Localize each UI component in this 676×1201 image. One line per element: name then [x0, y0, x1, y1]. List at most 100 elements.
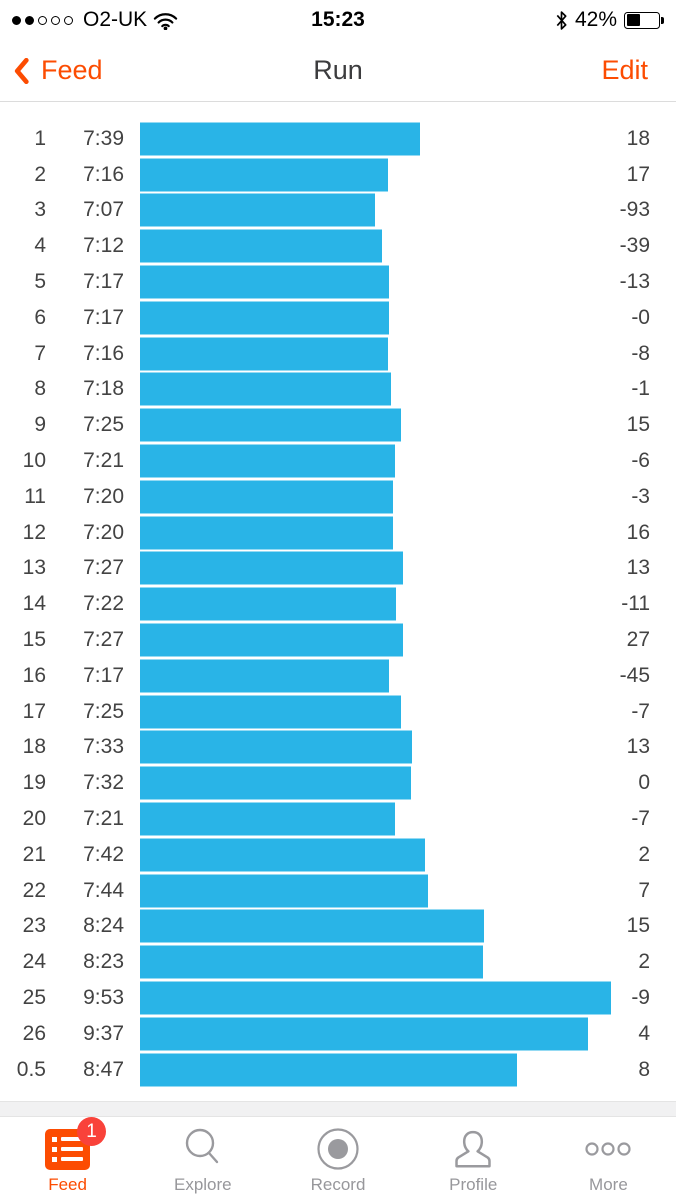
split-number: 11: [24, 484, 46, 508]
elevation-value: -0: [631, 305, 650, 329]
pace-value: 7:12: [83, 234, 124, 258]
split-row: 18 7:33 13: [0, 730, 676, 766]
back-chevron-icon: [14, 57, 29, 84]
split-row: 5 7:17 -13: [0, 264, 676, 300]
tab-explore[interactable]: Explore: [135, 1117, 270, 1201]
pace-value: 7:39: [83, 126, 124, 150]
elevation-value: 2: [638, 842, 650, 866]
pace-value: 7:44: [83, 878, 124, 902]
section-separator: [0, 1101, 676, 1117]
elevation-value: 15: [626, 413, 650, 437]
tab-feed-label: Feed: [48, 1175, 87, 1194]
pace-value: 8:24: [83, 914, 124, 938]
split-number: 17: [22, 699, 46, 723]
carrier-label: O2-UK: [83, 8, 148, 31]
tab-explore-label: Explore: [173, 1175, 232, 1194]
elevation-value: -7: [631, 699, 650, 723]
split-row: 15 7:27 27: [0, 622, 676, 658]
split-row: 16 7:17 -45: [0, 658, 676, 694]
pace-bar: [140, 265, 389, 299]
split-row: 23 8:24 15: [0, 909, 676, 945]
pace-bar: [140, 623, 403, 657]
split-number: 0.5: [16, 1057, 46, 1081]
split-number: 10: [22, 449, 46, 473]
elevation-value: 0: [638, 771, 650, 795]
split-number: 20: [22, 807, 46, 831]
elevation-value: -11: [621, 592, 650, 616]
pace-bar: [140, 408, 401, 442]
split-number: 13: [22, 556, 46, 580]
pace-value: 7:27: [83, 628, 124, 652]
pace-bar: [140, 551, 403, 585]
pace-value: 7:17: [83, 270, 124, 294]
tab-more-label: More: [589, 1175, 628, 1194]
elevation-value: 15: [626, 914, 650, 938]
pace-value: 7:27: [83, 556, 124, 580]
split-row: 24 8:23 2: [0, 944, 676, 980]
pace-bar: [140, 480, 393, 514]
elevation-value: 13: [626, 735, 650, 759]
pace-bar: [140, 444, 395, 478]
tab-record[interactable]: Record: [270, 1117, 405, 1201]
split-row: 26 9:37 4: [0, 1016, 676, 1052]
nav-bar: Feed Run Edit: [0, 40, 676, 102]
bluetooth-icon: [555, 10, 568, 31]
pace-value: 7:20: [83, 520, 124, 544]
person-icon: [450, 1125, 496, 1173]
pace-value: 7:22: [83, 592, 124, 616]
split-row: 21 7:42 2: [0, 837, 676, 873]
split-number: 21: [22, 842, 46, 866]
back-button[interactable]: Feed: [0, 55, 103, 86]
split-row: 4 7:12 -39: [0, 228, 676, 264]
pace-bar: [140, 229, 382, 263]
pace-bar: [140, 587, 396, 621]
pace-bar: [140, 122, 420, 156]
pace-bar: [140, 766, 411, 800]
pace-bar: [140, 372, 391, 406]
elevation-value: -45: [619, 663, 650, 687]
split-number: 12: [22, 520, 46, 544]
pace-value: 9:37: [83, 1021, 124, 1045]
split-number: 1: [34, 126, 46, 150]
pace-bar: [140, 158, 388, 192]
pace-bar: [140, 730, 412, 764]
status-bar: O2-UK 15:23 42%: [0, 0, 676, 40]
split-row: 0.5 8:47 8: [0, 1052, 676, 1088]
record-icon: [315, 1125, 361, 1173]
split-row: 6 7:17 -0: [0, 300, 676, 336]
split-number: 7: [34, 341, 46, 365]
pace-value: 7:25: [83, 699, 124, 723]
pace-bar: [140, 909, 484, 943]
tab-profile[interactable]: Profile: [406, 1117, 541, 1201]
signal-strength-icon: [12, 15, 73, 25]
search-icon: [181, 1125, 225, 1173]
split-number: 3: [34, 198, 46, 222]
back-button-label: Feed: [41, 55, 103, 85]
split-number: 23: [22, 914, 46, 938]
pace-bar: [140, 1053, 517, 1087]
pace-bar: [140, 981, 611, 1015]
pace-bar: [140, 1017, 588, 1051]
elevation-value: 27: [626, 628, 650, 652]
split-row: 1 7:39 18: [0, 121, 676, 157]
tab-feed[interactable]: 1 Feed: [0, 1117, 135, 1201]
pace-value: 7:16: [83, 341, 124, 365]
split-row: 2 7:16 17: [0, 157, 676, 193]
tab-more[interactable]: More: [541, 1117, 676, 1201]
split-number: 22: [22, 878, 46, 902]
split-row: 9 7:25 15: [0, 407, 676, 443]
split-number: 19: [22, 771, 46, 795]
split-row: 19 7:32 0: [0, 765, 676, 801]
pace-value: 7:07: [83, 198, 124, 222]
split-row: 17 7:25 -7: [0, 694, 676, 730]
tab-record-label: Record: [310, 1175, 366, 1194]
split-row: 7 7:16 -8: [0, 336, 676, 372]
split-row: 22 7:44 7: [0, 873, 676, 909]
split-number: 9: [34, 413, 46, 437]
split-number: 16: [22, 663, 46, 687]
pace-bar: [140, 337, 388, 371]
edit-button[interactable]: Edit: [601, 55, 648, 85]
split-number: 14: [22, 592, 46, 616]
pace-value: 7:42: [83, 842, 124, 866]
split-number: 24: [22, 950, 46, 974]
